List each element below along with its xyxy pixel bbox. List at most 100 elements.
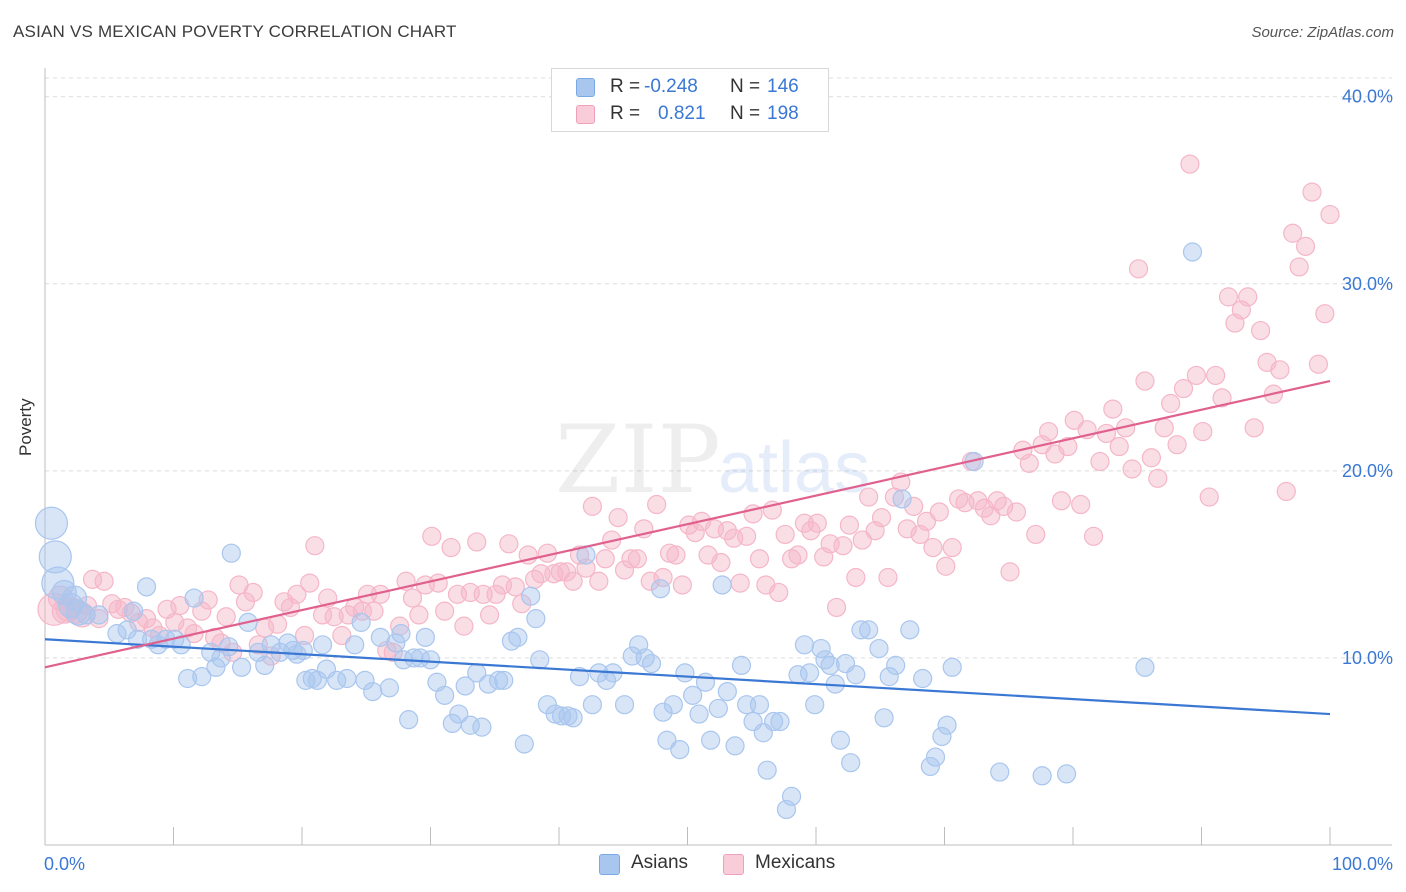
watermark-atlas: atlas: [718, 428, 870, 508]
mexicans-point-86: [595, 549, 615, 569]
asians-point-127: [851, 620, 871, 640]
asians-point-5: [61, 585, 88, 611]
asians-point-142: [990, 762, 1010, 782]
asians-point-53: [399, 710, 419, 730]
mexicans-point-137: [923, 537, 943, 558]
asians-point-79: [563, 708, 583, 728]
mexicans-point-50: [364, 601, 384, 621]
asians-point-112: [770, 711, 790, 732]
asians-point-47: [363, 681, 383, 702]
asians-point-54: [404, 648, 424, 668]
legend-swatch-asians: [599, 854, 620, 875]
mexicans-point-134: [904, 496, 924, 516]
asians-point-126: [846, 665, 866, 685]
mexicans-point-193: [1283, 223, 1303, 243]
asians-point-59: [435, 685, 455, 705]
asians-point-61: [449, 704, 469, 724]
asians-point-0: [34, 506, 69, 540]
mexicans-point-97: [666, 545, 686, 565]
mexicans-point-136: [916, 511, 937, 531]
mexicans-point-45: [332, 625, 352, 646]
asians-point-134: [900, 620, 920, 640]
asians-point-49: [379, 678, 399, 698]
asians-point-70: [508, 627, 528, 647]
asians-point-72: [521, 586, 541, 606]
mexicans-point-80: [557, 562, 577, 582]
mexicans-point-125: [846, 567, 866, 588]
mexicans-point-183: [1218, 287, 1239, 307]
mexicans-point-84: [582, 496, 603, 516]
mexicans-point-100: [685, 522, 705, 543]
asians-point-136: [920, 756, 940, 777]
mexicans-point-122: [826, 597, 847, 618]
asians-point-8: [89, 605, 109, 625]
asians-point-36: [293, 640, 313, 661]
mexicans-point-124: [839, 515, 860, 535]
asians-point-117: [799, 663, 820, 683]
y-tick-labels: 10.0% 20.0% 30.0% 40.0%: [1342, 87, 1393, 668]
mexicans-point-68: [480, 605, 500, 625]
mexicans-point-139: [936, 556, 956, 576]
legend-swatch-asians: [576, 78, 595, 97]
mexicans-point-110: [749, 549, 770, 569]
mexicans-point-83: [576, 558, 596, 578]
mexicans-point-159: [1064, 410, 1084, 430]
asians-point-90: [641, 653, 662, 674]
mexicans-point-178: [1186, 365, 1206, 386]
mexicans-point-88: [608, 508, 628, 528]
asians-point-99: [695, 672, 716, 692]
asians-point-80: [569, 667, 590, 687]
asians-point-11: [124, 601, 144, 621]
mexicans-point-195: [1295, 236, 1316, 256]
chart-title: ASIAN VS MEXICAN POVERTY CORRELATION CHA…: [13, 22, 457, 41]
asians-point-4: [58, 592, 84, 619]
asians-point-114: [781, 786, 802, 806]
asians-point-128: [859, 620, 879, 640]
mexicans-point-72: [505, 577, 525, 597]
asians-point-51: [391, 624, 411, 644]
mexicans-trend-line: [44, 379, 1331, 669]
asians-point-26: [221, 543, 241, 563]
mexicans-point-194: [1289, 257, 1309, 277]
mexicans-point-182: [1212, 388, 1232, 408]
asians-point-91: [650, 579, 671, 599]
mexicans-point-114: [775, 524, 795, 545]
asians-points: [34, 242, 1203, 820]
legend-r-value: -0.248: [644, 76, 698, 97]
mexicans-point-171: [1141, 448, 1161, 468]
mexicans-point-174: [1161, 393, 1181, 414]
mexicans-point-123: [833, 536, 853, 556]
mexicans-point-173: [1154, 418, 1174, 438]
mexicans-point-27: [216, 607, 236, 627]
asians-point-65: [472, 717, 492, 737]
mexicans-point-126: [852, 530, 872, 550]
asians-point-57: [420, 650, 441, 670]
asians-point-146: [1182, 242, 1203, 262]
asians-point-105: [731, 655, 752, 676]
mexicans-point-165: [1103, 399, 1123, 419]
legend-r-value: 0.821: [658, 103, 706, 124]
asians-point-97: [683, 685, 703, 705]
mexicans-point-119: [807, 513, 827, 533]
asians-point-96: [675, 663, 695, 683]
series-legend: Asians Mexicans: [0, 852, 1406, 878]
asians-point-137: [925, 747, 946, 767]
asians-point-116: [794, 635, 815, 655]
asians-point-50: [386, 633, 406, 653]
mexicans-point-116: [788, 545, 808, 565]
mexicans-point-105: [717, 521, 737, 541]
legend-r-label: R =: [610, 103, 641, 124]
asians-point-68: [494, 670, 514, 690]
legend-n-value: 198: [767, 103, 799, 124]
mexicans-point-155: [1038, 421, 1059, 442]
asians-point-30: [255, 655, 275, 676]
asians-point-139: [937, 715, 957, 735]
mexicans-point-144: [968, 491, 988, 511]
mexicans-point-198: [1315, 304, 1335, 324]
asians-point-140: [942, 657, 962, 677]
mexicans-point-90: [621, 549, 641, 569]
mexicans-point-169: [1128, 259, 1149, 279]
mexicans-point-127: [859, 487, 879, 507]
mexicans-point-79: [550, 562, 570, 582]
y-tick-label: 30.0%: [1342, 274, 1393, 294]
